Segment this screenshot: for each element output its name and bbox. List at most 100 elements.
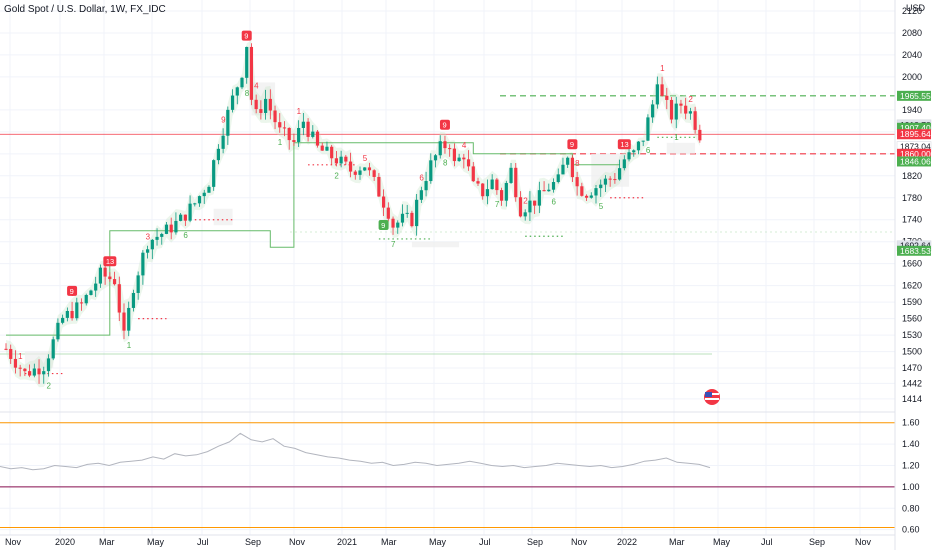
- candle[interactable]: [42, 366, 46, 384]
- price-tag[interactable]: 1846.06: [897, 156, 931, 167]
- candle[interactable]: [646, 114, 650, 141]
- candle[interactable]: [197, 195, 202, 207]
- candle[interactable]: [46, 354, 51, 377]
- candle[interactable]: [509, 162, 513, 184]
- candle[interactable]: [37, 359, 41, 384]
- price-tag[interactable]: 1907.40: [897, 122, 931, 133]
- candle[interactable]: [282, 121, 287, 137]
- candle[interactable]: [651, 100, 655, 123]
- candle[interactable]: [264, 89, 268, 120]
- candle[interactable]: [424, 171, 428, 197]
- candle[interactable]: [240, 77, 244, 90]
- candle[interactable]: [268, 89, 272, 120]
- candle[interactable]: [584, 194, 589, 201]
- candle[interactable]: [632, 149, 636, 157]
- candle[interactable]: [580, 182, 584, 197]
- candle[interactable]: [599, 179, 603, 197]
- candle[interactable]: [235, 86, 239, 105]
- candle[interactable]: [84, 293, 88, 306]
- candle[interactable]: [547, 183, 551, 192]
- candle[interactable]: [618, 159, 622, 181]
- candle[interactable]: [363, 167, 367, 172]
- candle[interactable]: [188, 195, 192, 223]
- candle[interactable]: [391, 216, 395, 235]
- candle[interactable]: [28, 364, 32, 378]
- candle[interactable]: [122, 303, 126, 340]
- td-signal-marker[interactable]: 13: [103, 256, 117, 267]
- candle[interactable]: [150, 238, 154, 260]
- candle[interactable]: [603, 175, 608, 192]
- candle[interactable]: [117, 276, 121, 322]
- candle[interactable]: [226, 106, 230, 145]
- candle[interactable]: [174, 212, 178, 235]
- candle[interactable]: [688, 107, 692, 120]
- candle[interactable]: [382, 189, 386, 217]
- candle[interactable]: [684, 97, 688, 120]
- candle[interactable]: [164, 222, 169, 235]
- candle[interactable]: [443, 135, 447, 154]
- candle[interactable]: [292, 133, 296, 146]
- candle[interactable]: [698, 124, 702, 143]
- candle[interactable]: [641, 140, 645, 147]
- candle[interactable]: [32, 363, 36, 378]
- candle[interactable]: [315, 129, 320, 148]
- candle[interactable]: [254, 94, 258, 114]
- candle[interactable]: [669, 96, 674, 124]
- candle[interactable]: [89, 289, 93, 296]
- td-signal-marker[interactable]: 9: [378, 220, 389, 231]
- candle[interactable]: [490, 174, 494, 190]
- candle[interactable]: [221, 128, 225, 154]
- candle[interactable]: [504, 180, 508, 207]
- candle[interactable]: [70, 301, 74, 321]
- price-tag[interactable]: 1895.64: [897, 129, 931, 140]
- candle[interactable]: [500, 187, 504, 206]
- td-signal-marker[interactable]: 9: [439, 119, 450, 130]
- candle[interactable]: [65, 307, 69, 322]
- candle[interactable]: [112, 271, 117, 286]
- candle[interactable]: [18, 364, 22, 377]
- candle[interactable]: [594, 185, 598, 204]
- candle[interactable]: [358, 166, 362, 180]
- candle[interactable]: [334, 150, 338, 167]
- candle[interactable]: [131, 289, 136, 312]
- candle[interactable]: [108, 272, 112, 282]
- candle[interactable]: [94, 276, 98, 297]
- candle[interactable]: [273, 105, 277, 130]
- candle[interactable]: [528, 191, 532, 221]
- candle[interactable]: [452, 143, 456, 167]
- candle[interactable]: [216, 144, 220, 165]
- price-tag[interactable]: 1683.53: [897, 245, 931, 256]
- candle[interactable]: [301, 112, 305, 136]
- candle[interactable]: [348, 152, 353, 178]
- candle[interactable]: [377, 173, 381, 197]
- candle[interactable]: [179, 212, 183, 222]
- candle[interactable]: [212, 159, 216, 191]
- candle[interactable]: [622, 155, 626, 171]
- indicator-line[interactable]: [0, 432, 711, 471]
- candle[interactable]: [655, 76, 659, 109]
- price-tag[interactable]: 1965.55: [897, 90, 931, 101]
- candle[interactable]: [410, 210, 414, 228]
- candle[interactable]: [608, 176, 612, 187]
- candle[interactable]: [433, 153, 438, 168]
- candle[interactable]: [320, 142, 324, 151]
- td-signal-marker[interactable]: 9: [241, 30, 252, 41]
- candle[interactable]: [297, 120, 301, 147]
- candle[interactable]: [674, 96, 678, 129]
- candle[interactable]: [287, 127, 291, 150]
- candle[interactable]: [103, 263, 107, 285]
- candle[interactable]: [51, 336, 55, 361]
- candle[interactable]: [533, 200, 537, 214]
- candle[interactable]: [679, 99, 683, 114]
- candle[interactable]: [13, 350, 18, 374]
- candle[interactable]: [476, 177, 480, 186]
- candle[interactable]: [438, 135, 442, 159]
- candle[interactable]: [353, 169, 357, 180]
- candle[interactable]: [693, 106, 697, 134]
- candle[interactable]: [98, 264, 102, 288]
- candle[interactable]: [429, 153, 433, 184]
- candle[interactable]: [589, 192, 593, 199]
- candle[interactable]: [636, 140, 641, 155]
- candle[interactable]: [9, 344, 13, 364]
